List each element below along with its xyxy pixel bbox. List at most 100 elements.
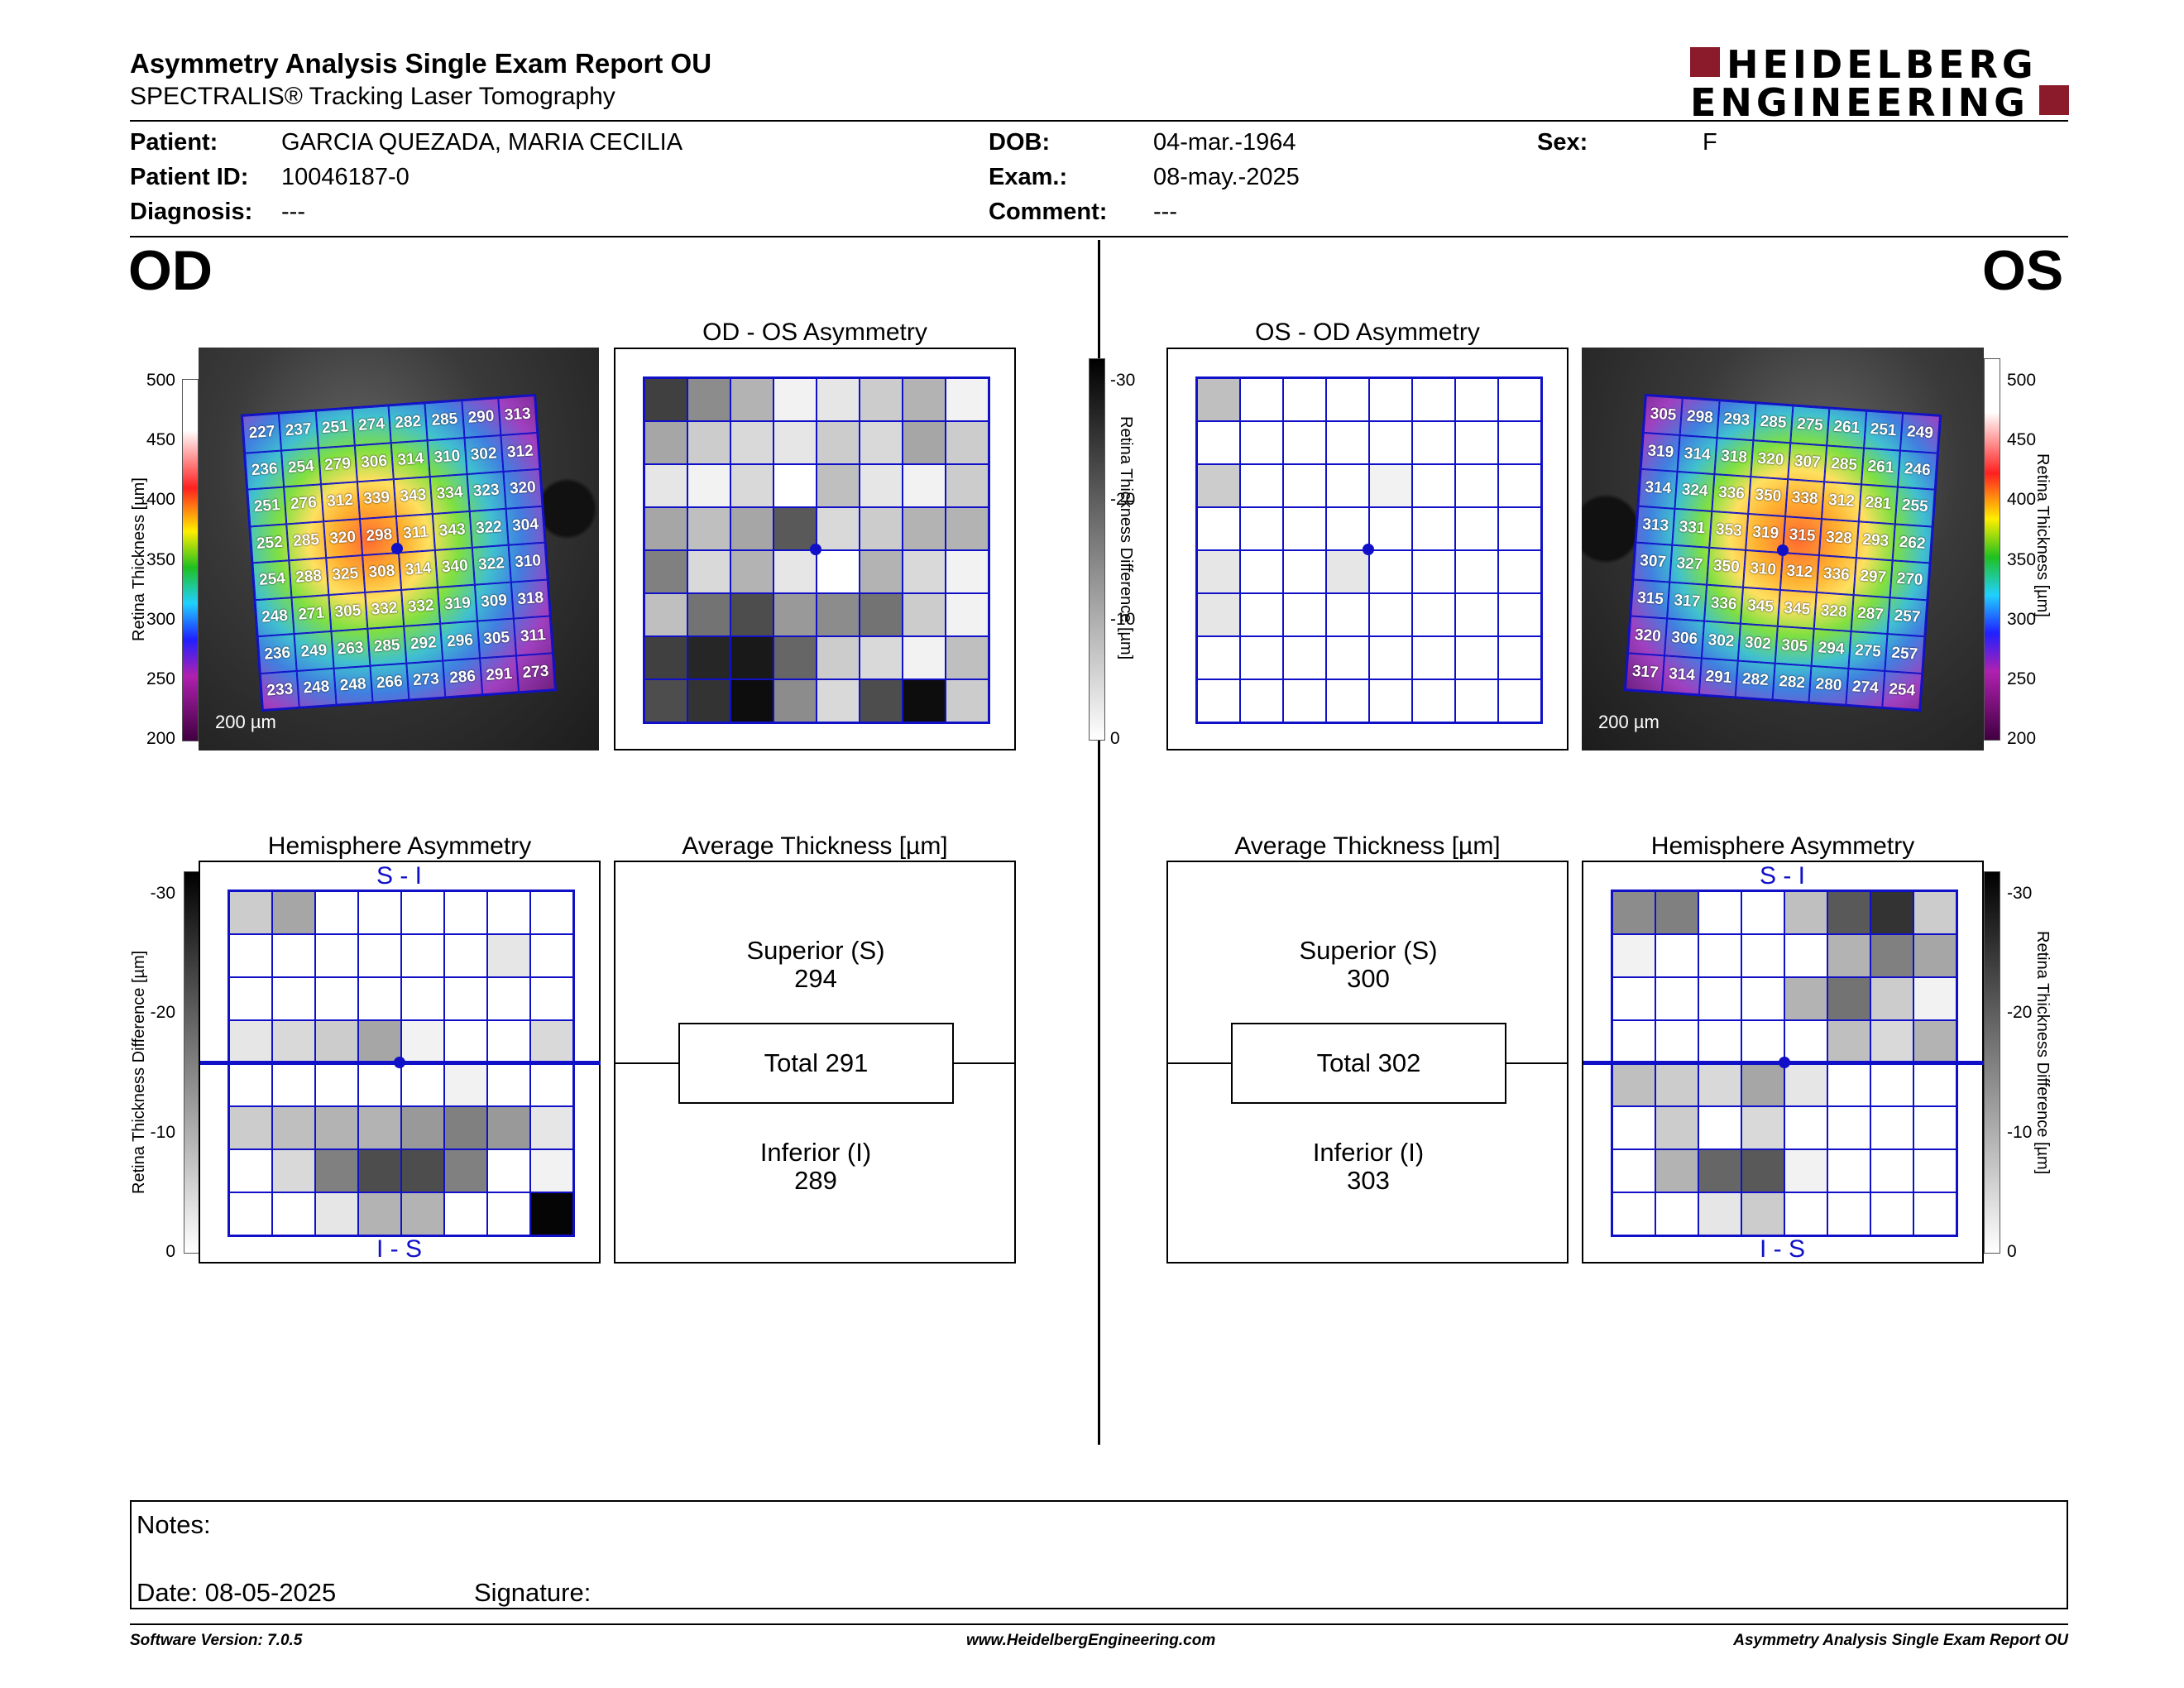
footer-software-version: Software Version: 7.0.5 — [130, 1632, 303, 1649]
od-asymmetry-cell — [817, 550, 860, 593]
logo-square-top — [1690, 47, 1720, 77]
os-hemi-cell — [1741, 1192, 1784, 1235]
os-asymmetry-cell — [1455, 593, 1498, 636]
od-hemi-grid — [228, 890, 575, 1237]
os-thickness-cell: 310 — [1743, 550, 1783, 590]
os-thickness-cell: 285 — [1824, 445, 1864, 485]
od-hemi-cell — [444, 977, 487, 1020]
od-thickness-cell: 249 — [294, 631, 333, 671]
report-title: Asymmetry Analysis Single Exam Report OU — [130, 48, 712, 79]
od-asymmetry-cell — [903, 507, 946, 550]
od-thickness-tick-label: 500 — [146, 371, 175, 390]
od-thickness-cell: 339 — [357, 479, 396, 520]
od-thickness-cell: 286 — [443, 658, 482, 698]
od-hemi-cell — [358, 1020, 401, 1063]
os-asymmetry-cell — [1326, 421, 1369, 464]
os-asymmetry-cell — [1498, 507, 1541, 550]
od-thickness-cell: 291 — [479, 655, 519, 695]
footer-website[interactable]: www.HeidelbergEngineering.com — [966, 1632, 1216, 1649]
os-inferior-label: Inferior (I) — [1312, 1138, 1425, 1167]
od-thickness-cell: 318 — [510, 579, 550, 619]
od-diff-axis-label: Retina Thickness Difference [µm] — [130, 950, 148, 1194]
od-hemi-cell — [487, 1149, 530, 1192]
od-thickness-cell: 251 — [315, 408, 355, 448]
od-thickness-axis-label: Retina Thickness [µm] — [130, 477, 148, 641]
od-hemi-cell — [444, 1192, 487, 1235]
os-hemi-cell — [1913, 891, 1956, 934]
od-asymmetry-cell — [903, 593, 946, 636]
od-thickness-cell: 312 — [500, 432, 540, 472]
od-asymmetry-cell — [774, 378, 817, 421]
od-thickness-cell: 282 — [388, 403, 428, 444]
patient-label: Patient: — [130, 129, 218, 156]
od-hemi-cell — [315, 1063, 358, 1106]
os-fundus-image: 305 298 293 285 275 261 251 249 319 314 318 320 307 2… — [1582, 348, 1984, 750]
os-fovea-marker — [1777, 544, 1789, 556]
os-thickness-tick-label: 450 — [2007, 430, 2037, 450]
eye-label-od: OD — [128, 239, 213, 302]
od-thickness-cell: 343 — [393, 477, 433, 516]
os-asymmetry-cell — [1498, 464, 1541, 507]
os-asymmetry-cell — [1369, 507, 1412, 550]
os-scale-bar: 200 µm — [1598, 712, 1660, 732]
center-divider — [1098, 240, 1100, 1445]
od-hemi-cell — [272, 1020, 315, 1063]
od-thickness-cell: 314 — [398, 550, 438, 590]
os-hemi-cell — [1612, 1106, 1655, 1149]
od-hemi-cell — [444, 1149, 487, 1192]
os-asymmetry-cell — [1197, 464, 1240, 507]
os-hemi-cell — [1827, 1106, 1870, 1149]
od-hemi-cell — [272, 934, 315, 977]
os-thickness-cell: 336 — [1817, 555, 1856, 595]
od-thickness-cell: 251 — [247, 487, 287, 527]
os-hemi-cell — [1913, 1106, 1956, 1149]
os-asymmetry-cell — [1412, 550, 1455, 593]
od-thickness-cell: 322 — [469, 508, 509, 549]
os-hemi-cell — [1784, 1063, 1827, 1106]
od-thickness-cell: 254 — [252, 560, 292, 601]
os-thickness-cell: 315 — [1631, 579, 1670, 619]
od-asymmetry-grid — [643, 376, 990, 724]
os-asymmetry-cell — [1283, 421, 1326, 464]
od-thickness-colorbar — [182, 379, 199, 741]
od-asymmetry-cell — [860, 550, 903, 593]
od-thickness-cell: 340 — [435, 548, 475, 587]
od-asymmetry-cell — [687, 636, 730, 679]
os-asymmetry-cell — [1283, 464, 1326, 507]
os-asymmetry-cell — [1240, 378, 1283, 421]
os-thickness-tick-label: 250 — [2007, 669, 2037, 688]
os-thickness-cell: 314 — [1678, 434, 1717, 475]
os-hemi-cell — [1698, 977, 1741, 1020]
os-thickness-cell: 293 — [1717, 400, 1757, 440]
od-asymmetry-cell — [817, 507, 860, 550]
os-thickness-cell: 307 — [1788, 443, 1827, 482]
od-hemi-cell — [401, 1192, 444, 1235]
os-thickness-cell: 320 — [1751, 439, 1791, 480]
od-hemi-cell — [229, 1063, 272, 1106]
od-thickness-cell: 296 — [440, 621, 480, 661]
od-asymmetry-cell — [687, 464, 730, 507]
od-thickness-cell: 273 — [515, 653, 556, 693]
od-thickness-tick-label: 300 — [146, 609, 175, 629]
diagnosis-label: Diagnosis: — [130, 199, 253, 225]
od-thickness-cell: 314 — [390, 439, 430, 480]
os-asymmetry-cell — [1455, 550, 1498, 593]
od-asymmetry-cell — [687, 679, 730, 722]
os-thickness-tick-label: 400 — [2007, 490, 2037, 510]
od-asymmetry-cell — [946, 593, 989, 636]
os-thickness-tick-label: 300 — [2007, 609, 2037, 629]
sex-value: F — [1703, 129, 1717, 156]
od-asymmetry-cell — [946, 464, 989, 507]
od-asymmetry-cell — [817, 421, 860, 464]
os-hemi-cell — [1870, 1192, 1913, 1235]
os-thickness-tick-label: 500 — [2007, 371, 2037, 390]
os-asymmetry-cell — [1498, 679, 1541, 722]
os-asymmetry-cell — [1412, 636, 1455, 679]
od-hemi-cell — [530, 934, 573, 977]
od-thickness-cell: 252 — [250, 524, 290, 563]
os-hemi-cell — [1870, 977, 1913, 1020]
od-hemi-cell — [401, 977, 444, 1020]
od-thickness-cell: 285 — [286, 521, 326, 561]
os-thickness-cell: 320 — [1628, 616, 1668, 656]
os-hemi-cell — [1913, 1063, 1956, 1106]
